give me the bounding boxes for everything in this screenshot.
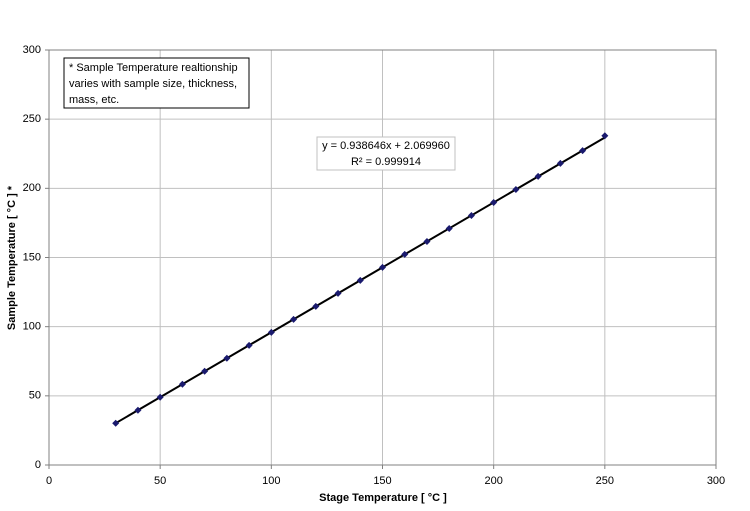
data-point — [512, 185, 520, 193]
y-tick-label: 50 — [29, 390, 41, 402]
note-line: varies with sample size, thickness, — [69, 78, 237, 90]
y-tick-label: 250 — [23, 113, 41, 125]
x-tick-label: 50 — [154, 475, 166, 487]
x-tick-label: 100 — [262, 475, 280, 487]
data-point — [156, 393, 164, 401]
x-tick-label: 200 — [484, 475, 502, 487]
data-point — [467, 211, 475, 219]
y-tick-label: 200 — [23, 182, 41, 194]
trendline-equation: y = 0.938646x + 2.069960 — [322, 140, 450, 152]
x-axis-title: Stage Temperature [ °C ] — [319, 492, 447, 504]
data-point — [490, 198, 498, 206]
data-point — [312, 302, 320, 310]
x-tick-label: 250 — [596, 475, 614, 487]
data-point — [556, 159, 564, 167]
data-point — [112, 419, 120, 427]
y-tick-label: 300 — [23, 44, 41, 56]
data-point — [379, 263, 386, 271]
note-line: mass, etc. — [69, 94, 119, 106]
x-tick-label: 0 — [46, 475, 52, 487]
note-line: * Sample Temperature realtionship — [69, 62, 238, 74]
data-point — [445, 224, 453, 232]
data-point — [334, 289, 342, 297]
x-tick-label: 300 — [707, 475, 725, 487]
equation-box — [316, 136, 456, 171]
data-point — [579, 147, 587, 155]
data-point — [178, 380, 186, 388]
y-tick-label: 150 — [23, 251, 41, 263]
data-point — [267, 328, 275, 336]
data-point — [356, 276, 364, 284]
y-tick-label: 0 — [35, 459, 41, 471]
data-point — [601, 132, 609, 140]
data-point — [201, 367, 209, 375]
data-point — [534, 172, 542, 180]
data-point — [423, 237, 431, 245]
trendline-r-squared: R² = 0.999914 — [351, 156, 421, 168]
y-tick-label: 100 — [23, 321, 41, 333]
data-point — [245, 341, 253, 349]
y-axis-title: Sample Temperature [ °C ] * — [6, 185, 18, 330]
data-point — [134, 406, 142, 414]
data-point — [401, 250, 409, 258]
data-point — [290, 315, 298, 323]
x-tick-label: 150 — [373, 475, 391, 487]
note-box — [63, 57, 250, 109]
data-point — [223, 354, 231, 362]
